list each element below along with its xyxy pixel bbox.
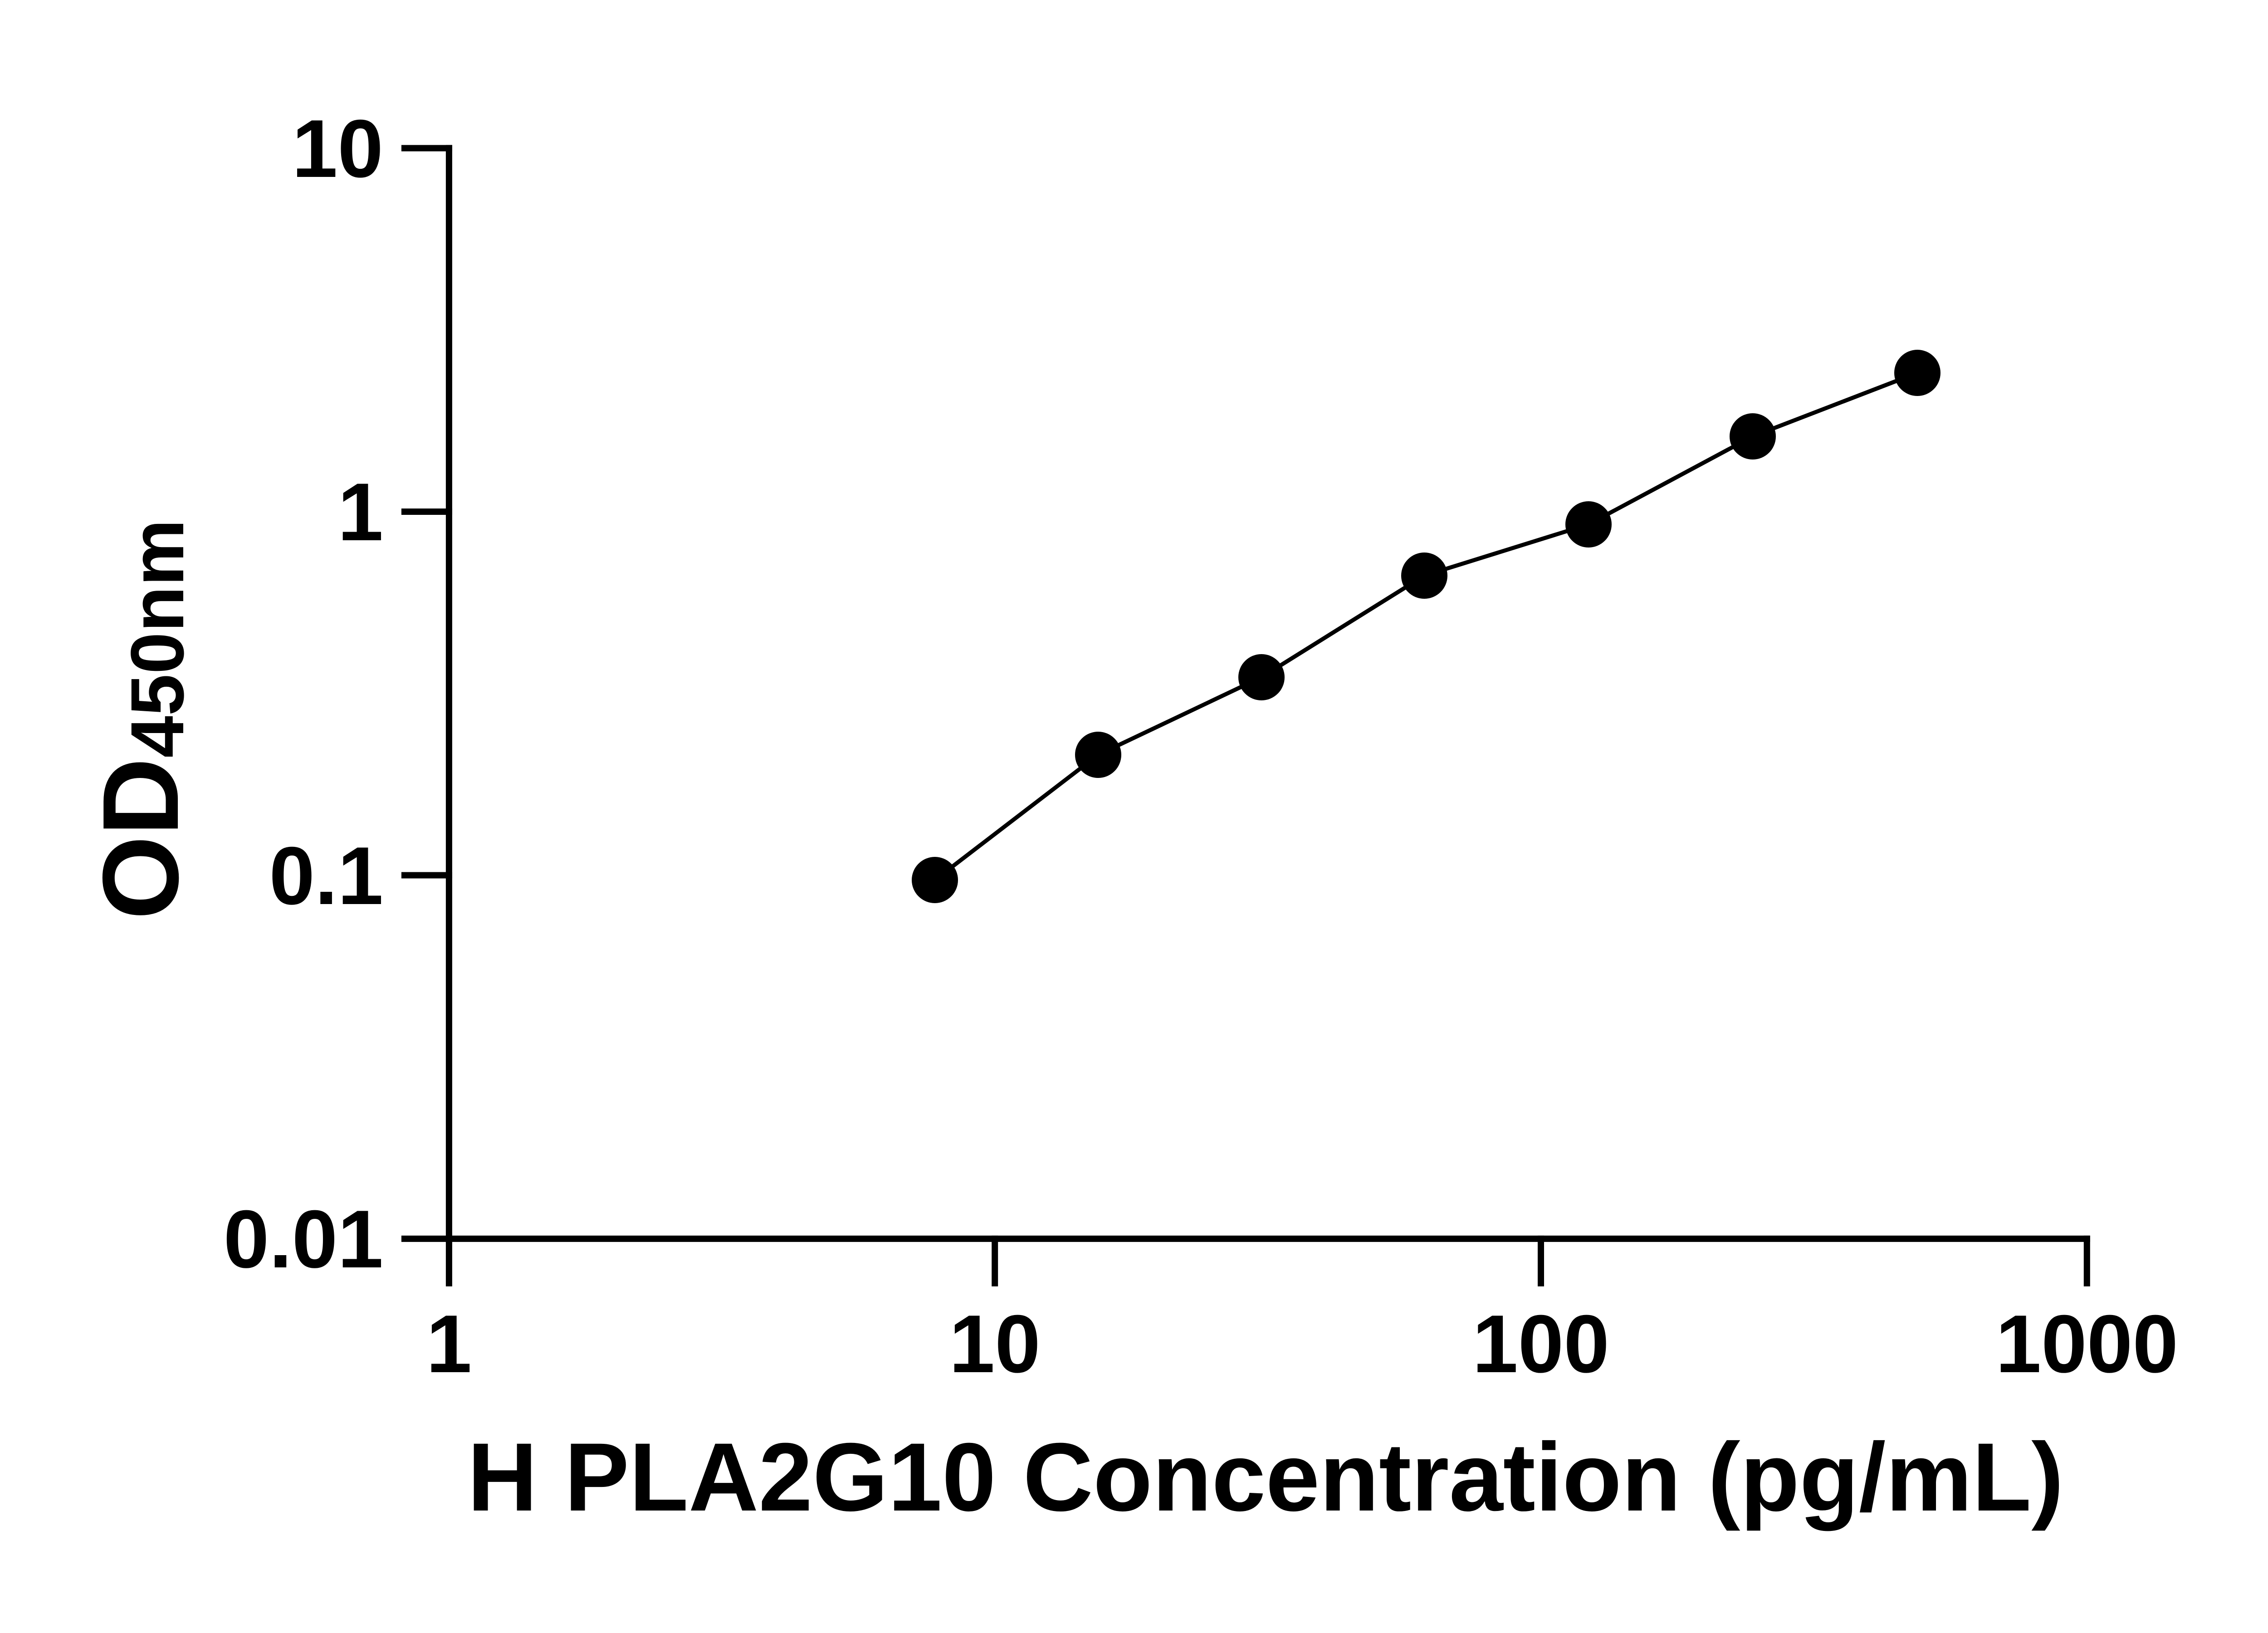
- svg-text:1: 1: [337, 466, 383, 558]
- svg-text:100: 100: [1472, 1298, 1609, 1390]
- svg-text:1: 1: [426, 1298, 472, 1390]
- svg-text:0.1: 0.1: [269, 830, 383, 922]
- svg-text:10: 10: [949, 1298, 1041, 1390]
- svg-text:1000: 1000: [1995, 1298, 2178, 1390]
- svg-text:H PLA2G10 Concentration (pg/mL: H PLA2G10 Concentration (pg/mL): [467, 1423, 2063, 1531]
- svg-text:0.01: 0.01: [224, 1193, 383, 1285]
- svg-text:10: 10: [292, 103, 383, 195]
